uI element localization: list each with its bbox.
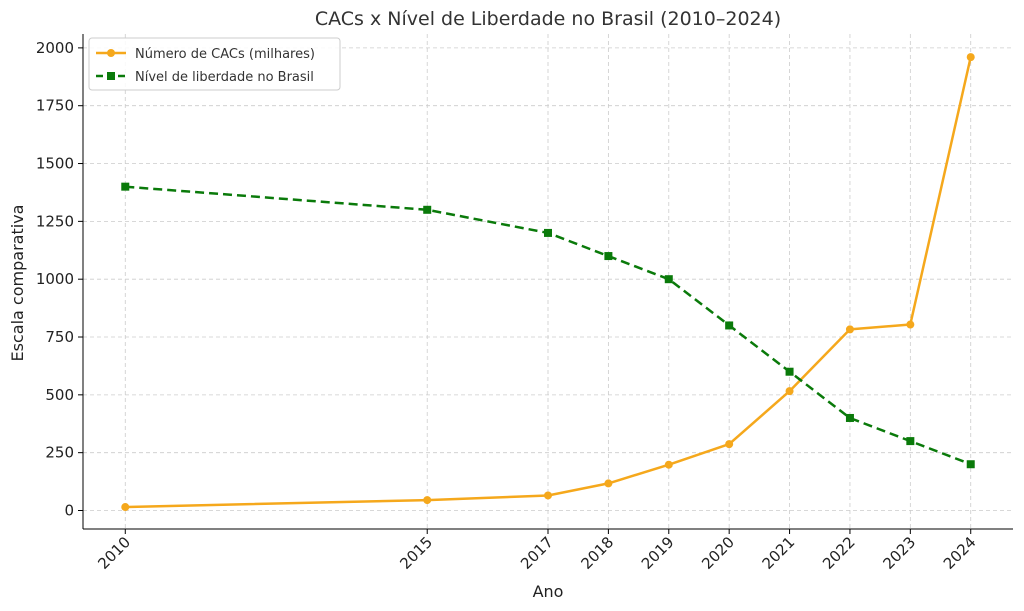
x-tick-label: 2024 — [940, 533, 980, 573]
x-tick-label: 2015 — [396, 533, 436, 573]
legend-marker-cacs — [107, 49, 115, 57]
x-tick-label: 2021 — [759, 533, 799, 573]
data-point — [906, 437, 915, 446]
data-point — [725, 440, 734, 449]
x-tick-label: 2018 — [577, 533, 617, 573]
axes: 0 250 500 750 1000 1250 1500 1750 2000 2010 2015 20… — [36, 34, 1013, 573]
data-point — [966, 53, 975, 62]
data-point — [121, 503, 130, 512]
y-tick-label: 1000 — [36, 270, 74, 288]
y-tick-label: 1750 — [36, 97, 74, 115]
grid — [83, 34, 1013, 529]
data-point — [604, 252, 613, 261]
data-point — [544, 228, 552, 237]
y-tick-label: 0 — [64, 501, 74, 519]
data-point — [604, 479, 613, 488]
data-point — [966, 460, 975, 469]
series — [121, 53, 975, 512]
legend-marker-liberdade — [107, 72, 115, 80]
y-tick-label: 500 — [45, 386, 74, 404]
data-point — [664, 275, 673, 284]
series-line-0 — [125, 56, 972, 509]
x-tick-label: 2010 — [94, 533, 134, 573]
legend-label-liberdade: Nível de liberdade no Brasil — [135, 70, 314, 85]
data-point — [725, 321, 734, 330]
y-tick-label: 1500 — [36, 155, 74, 173]
y-tick-label: 250 — [45, 444, 74, 462]
x-tick-label: 2022 — [819, 533, 859, 573]
y-tick-label: 1250 — [36, 212, 74, 230]
data-point — [423, 205, 432, 214]
data-point — [785, 387, 794, 396]
x-tick-label: 2017 — [517, 533, 557, 573]
data-point — [544, 491, 552, 500]
y-axis-label: Escala comparativa — [8, 205, 27, 362]
y-tick-label: 750 — [45, 328, 74, 346]
legend: Número de CACs (milhares) Nível de liber… — [88, 37, 341, 91]
x-tick-label: 2020 — [698, 533, 738, 573]
data-point — [906, 320, 915, 329]
x-tick-label: 2019 — [638, 533, 678, 573]
legend-box — [88, 37, 341, 91]
data-point — [664, 460, 673, 469]
data-point — [121, 182, 130, 191]
series-line-1 — [125, 185, 972, 466]
data-point — [845, 413, 854, 422]
x-axis-label: Ano — [533, 582, 564, 601]
legend-label-cacs: Número de CACs (milhares) — [135, 47, 315, 62]
y-tick-label: 2000 — [36, 39, 74, 57]
x-tick-label: 2023 — [879, 533, 919, 573]
data-point — [845, 325, 854, 334]
data-point — [785, 367, 794, 376]
data-point — [423, 496, 432, 505]
chart-title: CACs x Nível de Liberdade no Brasil (201… — [315, 8, 781, 30]
